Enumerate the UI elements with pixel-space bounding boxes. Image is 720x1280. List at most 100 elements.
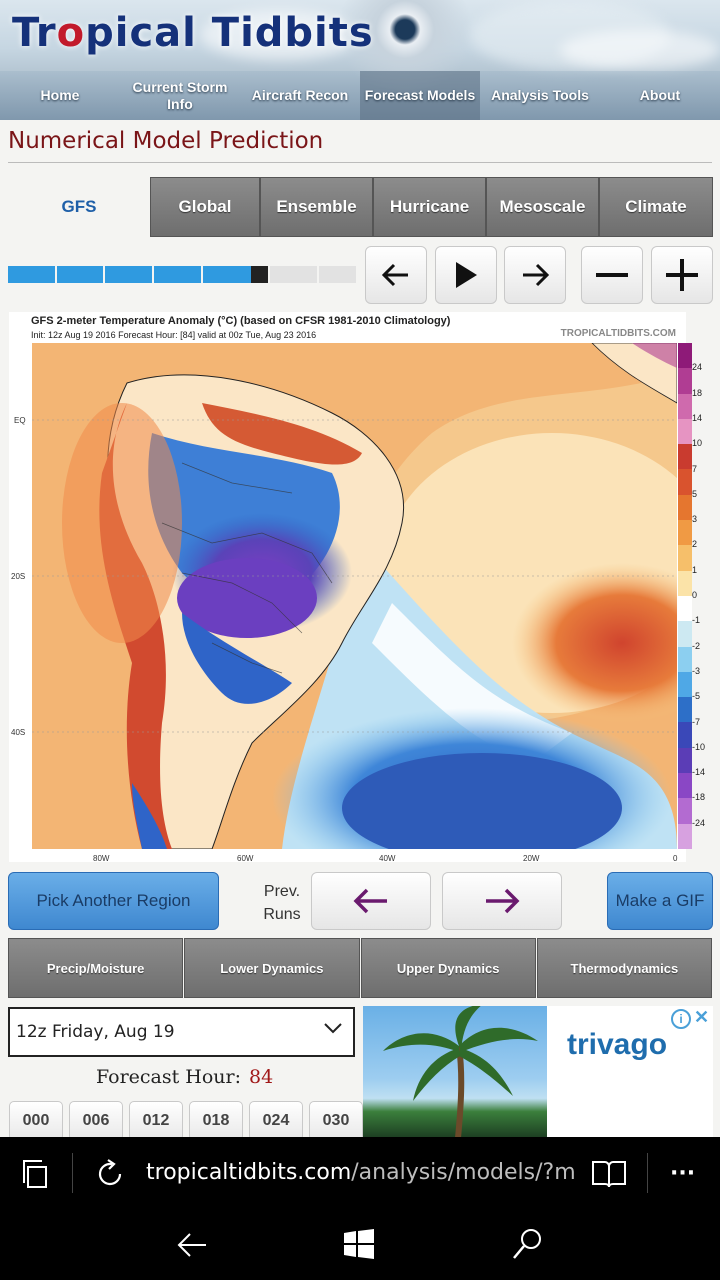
play-button[interactable] [435, 246, 497, 304]
hour-button[interactable]: 012 [129, 1101, 183, 1141]
category-upper-dynamics[interactable]: Upper Dynamics [360, 938, 536, 998]
color-scale-swatch [678, 444, 692, 470]
ad-info-icon[interactable]: i [671, 1009, 691, 1029]
zoom-in-button[interactable] [651, 246, 713, 304]
model-tabs: GFS Global Ensemble Hurricane Mesoscale … [0, 177, 713, 237]
nav-home[interactable]: Home [40, 87, 80, 103]
color-scale-swatch [678, 747, 692, 774]
hour-buttons: 000 006 012 018 024 030 [9, 1101, 363, 1141]
next-run-button[interactable] [442, 872, 562, 930]
browser-toolbar: ··· [0, 1137, 720, 1209]
color-scale-label: -24 [692, 817, 706, 828]
nav-aircraft-recon[interactable]: Aircraft Recon [251, 87, 349, 103]
tab-global[interactable]: Global [150, 177, 260, 237]
color-scale-swatch [678, 368, 692, 394]
nav-about[interactable]: About [639, 87, 681, 103]
arrow-right-icon [486, 888, 520, 914]
make-gif-button[interactable]: Make a GIF [607, 872, 713, 930]
color-scale-swatch [678, 773, 692, 799]
category-thermodynamics[interactable]: Thermodynamics [536, 938, 712, 998]
nav-analysis-tools[interactable]: Analysis Tools [491, 87, 589, 103]
forecast-hour-value: 84 [249, 1066, 274, 1088]
page-title: Numerical Model Prediction [8, 128, 324, 154]
plus-icon [666, 259, 698, 291]
site-logo[interactable]: Tropical Tidbits [12, 10, 374, 56]
step-back-button[interactable] [365, 246, 427, 304]
tab-climate[interactable]: Climate [599, 177, 713, 237]
variable-categories: Precip/Moisture Lower Dynamics Upper Dyn… [8, 938, 712, 998]
refresh-icon[interactable] [94, 1158, 126, 1190]
tab-ensemble[interactable]: Ensemble [260, 177, 373, 237]
color-scale-swatch [678, 722, 692, 748]
title-divider [8, 162, 712, 163]
prev-run-button[interactable] [311, 872, 431, 930]
hour-button[interactable]: 018 [189, 1101, 243, 1141]
arrow-left-icon [353, 888, 387, 914]
loading-progress-bar [8, 266, 357, 283]
lat-label: EQ [14, 416, 26, 425]
minus-icon [596, 273, 628, 277]
ad-brand: trivago [567, 1028, 668, 1061]
step-forward-button[interactable] [504, 246, 566, 304]
color-scale-swatch [678, 671, 692, 698]
tab-gfs[interactable]: GFS [8, 177, 150, 237]
hour-button[interactable]: 006 [69, 1101, 123, 1141]
ad-card: trivago i ✕ [547, 1006, 713, 1138]
color-scale-swatch [678, 520, 692, 546]
zoom-out-button[interactable] [581, 246, 643, 304]
temperature-anomaly-map[interactable] [32, 343, 677, 849]
tab-mesoscale[interactable]: Mesoscale [486, 177, 599, 237]
advertisement[interactable]: trivago i ✕ [363, 1006, 713, 1138]
back-icon[interactable] [176, 1232, 208, 1258]
color-scale-swatch [678, 646, 692, 672]
pick-region-button[interactable]: Pick Another Region [8, 872, 219, 930]
search-icon[interactable] [512, 1227, 544, 1261]
run-select-value: 12z Friday, Aug 19 [16, 1022, 175, 1042]
color-scale-label: -10 [692, 741, 706, 752]
color-scale-label: 2 [692, 539, 698, 550]
color-scale-label: -1 [692, 615, 701, 626]
prev-runs-label: Prev. Runs [263, 883, 301, 923]
category-lower-dynamics[interactable]: Lower Dynamics [184, 938, 360, 998]
color-scale-bar [678, 343, 692, 849]
chevron-down-icon [324, 1023, 342, 1034]
category-precip-moisture[interactable]: Precip/Moisture [8, 938, 184, 998]
palm-tree-image [383, 1006, 538, 1138]
run-select[interactable]: 12z Friday, Aug 19 [8, 1007, 355, 1057]
hour-button[interactable]: 030 [309, 1101, 363, 1141]
nav-current-storm-info[interactable]: Current Storm Info [132, 78, 228, 112]
map-subtitle: Init: 12z Aug 19 2016 Forecast Hour: [84… [31, 330, 317, 340]
forecast-hour: Forecast Hour: 84 [96, 1066, 273, 1088]
hour-button[interactable]: 000 [9, 1101, 63, 1141]
color-scale-label: -7 [692, 716, 701, 727]
color-scale-label: 10 [692, 438, 703, 449]
main-nav: Home Current Storm Info Aircraft Recon F… [0, 71, 720, 120]
tabs-icon[interactable] [22, 1159, 50, 1189]
color-scale-label: -18 [692, 792, 706, 803]
color-scale-label: 18 [692, 387, 703, 398]
ad-close-icon[interactable]: ✕ [694, 1007, 710, 1027]
model-map-panel: GFS 2-meter Temperature Anomaly (°C) (ba… [9, 312, 705, 863]
color-scale-swatch [678, 494, 692, 521]
color-scale-swatch [678, 595, 692, 622]
color-scale-swatch [678, 418, 692, 445]
color-scale-swatch [678, 621, 692, 647]
lon-label: 20W [523, 854, 540, 863]
nav-forecast-models[interactable]: Forecast Models [360, 71, 480, 120]
color-scale-label: -2 [692, 640, 701, 651]
color-scale-label: 3 [692, 514, 698, 525]
reading-view-icon[interactable] [591, 1159, 627, 1189]
color-scale-label: -3 [692, 665, 701, 676]
address-bar[interactable]: tropicaltidbits.com/analysis/models/?mod… [146, 1160, 576, 1185]
color-scale-swatch [678, 798, 692, 824]
hour-button[interactable]: 024 [249, 1101, 303, 1141]
color-scale-label: -14 [692, 767, 706, 778]
color-scale-label: 7 [692, 463, 698, 474]
site-header: Tropical Tidbits Home Current Storm Info… [0, 0, 720, 120]
tab-hurricane[interactable]: Hurricane [373, 177, 486, 237]
more-icon[interactable]: ··· [670, 1161, 696, 1186]
lon-label: 40W [379, 854, 396, 863]
color-scale-label: -5 [692, 691, 701, 702]
windows-start-icon[interactable] [344, 1229, 374, 1259]
forecast-hour-label: Forecast Hour: [96, 1066, 242, 1088]
